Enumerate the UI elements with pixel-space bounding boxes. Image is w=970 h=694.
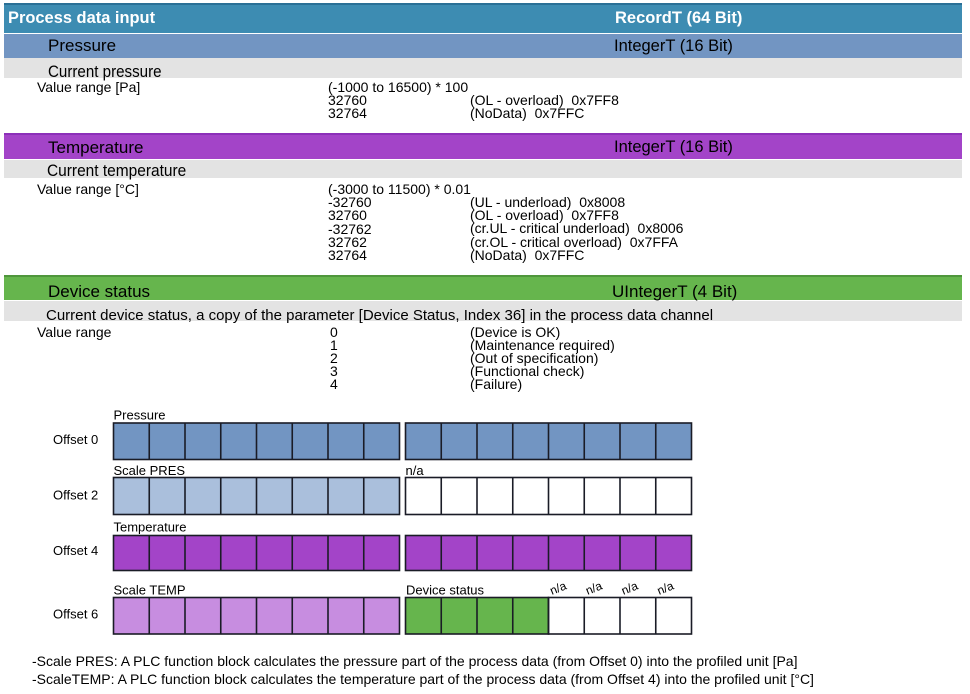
svg-text:Scale TEMP: Scale TEMP (114, 583, 186, 598)
svg-text:n/a: n/a (548, 578, 569, 597)
svg-text:Offset 4: Offset 4 (53, 543, 98, 558)
svg-text:Offset 0: Offset 0 (53, 432, 98, 447)
svg-text:Offset 2: Offset 2 (53, 488, 98, 503)
svg-text:Pressure: Pressure (114, 408, 166, 423)
svg-text:n/a: n/a (583, 578, 604, 597)
svg-text:n/a: n/a (406, 463, 425, 478)
svg-text:Device status: Device status (406, 583, 485, 598)
svg-text:n/a: n/a (619, 578, 640, 597)
svg-text:Temperature: Temperature (114, 520, 187, 535)
svg-text:n/a: n/a (655, 578, 676, 597)
svg-text:Offset 6: Offset 6 (53, 607, 98, 622)
svg-text:Scale PRES: Scale PRES (114, 463, 186, 478)
